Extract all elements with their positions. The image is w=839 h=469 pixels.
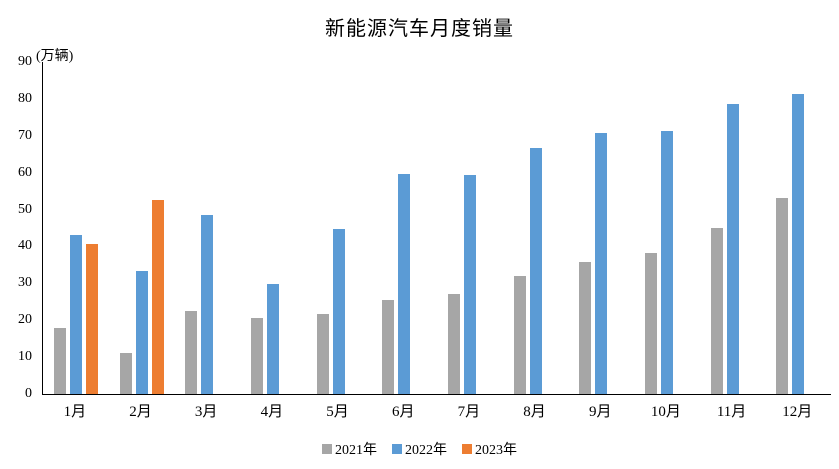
bar-2021年-6月 bbox=[382, 299, 395, 394]
x-axis-label-12月: 12月 bbox=[782, 404, 813, 420]
bar-group-5月 bbox=[306, 62, 372, 394]
y-axis-tick-label: 70 bbox=[18, 127, 32, 143]
y-axis-tick-label: 60 bbox=[18, 164, 32, 180]
legend-swatch-icon bbox=[462, 444, 472, 454]
y-axis-tick-labels: 0 10 20 30 40 50 60 70 80 90 bbox=[0, 55, 32, 401]
y-axis-tick-label: 40 bbox=[18, 238, 32, 254]
x-axis-label-11月: 11月 bbox=[716, 404, 747, 420]
legend-swatch-icon bbox=[392, 444, 402, 454]
x-axis-label-2月: 2月 bbox=[129, 404, 152, 420]
bar-2023年-2月 bbox=[151, 200, 164, 394]
bar-2021年-11月 bbox=[710, 228, 723, 394]
bar-2022年-2月 bbox=[135, 270, 148, 394]
legend-item-2022年: 2022年 bbox=[392, 439, 447, 459]
bar-2022年-8月 bbox=[529, 148, 542, 394]
bar-2021年-8月 bbox=[513, 275, 526, 394]
bar-2021年-5月 bbox=[316, 313, 329, 394]
bar-2022年-10月 bbox=[660, 130, 673, 394]
bar-group-6月 bbox=[371, 62, 437, 394]
y-axis-tick-label: 20 bbox=[18, 312, 32, 328]
x-axis-label-6月: 6月 bbox=[391, 404, 415, 420]
x-axis-labels: 1月 2月 3月 4月 5月 6月 7月 8月 9月 10月 11月 12月 bbox=[42, 400, 830, 421]
plot-area bbox=[42, 62, 831, 395]
bar-2021年-10月 bbox=[644, 252, 657, 394]
legend-item-2023年: 2023年 bbox=[462, 439, 517, 459]
bar-2022年-12月 bbox=[792, 93, 805, 394]
x-axis-label-10月: 10月 bbox=[650, 404, 681, 420]
bar-group-7月 bbox=[437, 62, 503, 394]
legend-item-2021年: 2021年 bbox=[322, 439, 377, 459]
bar-group-9月 bbox=[568, 62, 634, 394]
legend-label: 2022年 bbox=[405, 443, 447, 458]
bar-group-2月 bbox=[109, 62, 175, 394]
legend-swatch-icon bbox=[322, 444, 332, 454]
bar-2021年-4月 bbox=[250, 318, 263, 394]
y-axis-tick-label: 90 bbox=[18, 54, 32, 69]
bar-2021年-12月 bbox=[776, 198, 789, 394]
bar-2021年-7月 bbox=[447, 294, 460, 394]
x-axis-label-9月: 9月 bbox=[588, 404, 612, 420]
bar-2022年-6月 bbox=[398, 174, 411, 394]
y-axis-unit-label: (万辆) bbox=[36, 49, 74, 64]
bar-2021年-2月 bbox=[119, 353, 132, 394]
x-axis-label-1月: 1月 bbox=[63, 404, 87, 420]
bar-2022年-1月 bbox=[69, 235, 82, 394]
bar-group-4月 bbox=[240, 62, 306, 394]
bar-2022年-5月 bbox=[332, 229, 345, 394]
x-axis-label-3月: 3月 bbox=[194, 404, 218, 420]
chart-title: 新能源汽车月度销量 bbox=[325, 18, 514, 40]
legend-label: 2021年 bbox=[335, 443, 377, 458]
x-axis-label-8月: 8月 bbox=[523, 404, 546, 420]
bar-2022年-11月 bbox=[726, 104, 739, 394]
legend-label: 2023年 bbox=[475, 443, 517, 458]
bar-2022年-9月 bbox=[595, 132, 608, 394]
bar-group-11月 bbox=[700, 62, 766, 394]
bar-2022年-3月 bbox=[201, 215, 214, 394]
y-axis-tick-label: 50 bbox=[18, 201, 32, 217]
bar-group-12月 bbox=[765, 62, 831, 394]
y-axis-tick-label: 30 bbox=[18, 275, 32, 291]
y-axis-tick-label: 0 bbox=[25, 386, 32, 401]
x-axis-label-5月: 5月 bbox=[326, 404, 349, 420]
bar-group-10月 bbox=[634, 62, 700, 394]
bar-group-8月 bbox=[503, 62, 569, 394]
bar-group-3月 bbox=[174, 62, 240, 394]
bar-2022年-7月 bbox=[463, 175, 476, 394]
bar-2021年-3月 bbox=[185, 310, 198, 394]
y-axis-tick-label: 10 bbox=[18, 349, 32, 365]
bar-2023年-1月 bbox=[85, 243, 98, 394]
bar-2021年-9月 bbox=[579, 262, 592, 394]
bar-2022年-4月 bbox=[266, 283, 279, 394]
y-axis-tick-label: 80 bbox=[18, 90, 32, 106]
bar-2021年-1月 bbox=[53, 327, 66, 394]
x-axis-label-7月: 7月 bbox=[457, 404, 481, 420]
bar-group-1月 bbox=[43, 62, 109, 394]
legend: 2021年 2022年 2023年 bbox=[0, 439, 839, 459]
x-axis-label-4月: 4月 bbox=[260, 404, 284, 420]
